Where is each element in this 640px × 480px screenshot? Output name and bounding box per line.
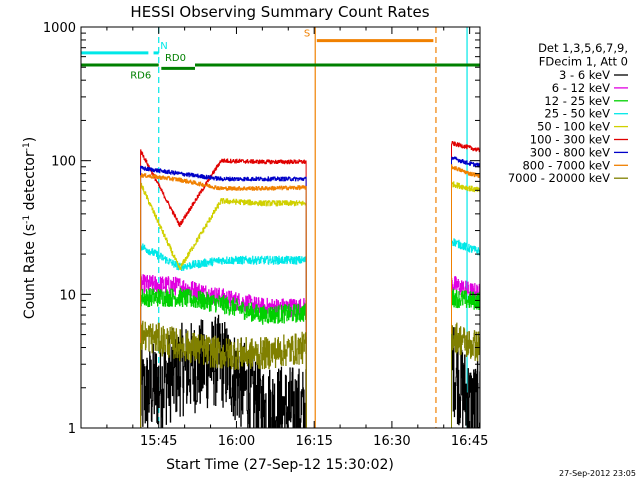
series-line [451,288,480,428]
series-line [140,320,307,428]
series-line [451,327,480,428]
legend-entry-label: 25 - 50 keV [544,107,610,121]
y-tick-label: 10 [59,288,76,303]
series-line [140,173,307,428]
series-line [451,181,480,428]
plot-frame [80,26,481,429]
legend-entry-label: 300 - 800 keV [530,145,610,159]
y-tick-label: 1000 [43,21,76,36]
legend: Det 1,3,5,6,7,9,FDecim 1, Att 03 - 6 keV… [508,41,628,185]
legend-header-line: Det 1,3,5,6,7,9, [538,41,628,55]
y-tick-label: 1 [68,422,76,437]
flag-label-n: N [160,41,167,52]
x-tick-label: 16:15 [295,434,332,449]
series-line [140,243,307,428]
legend-entry-label: 6 - 12 keV [552,81,610,95]
y-axis-label: Count Rate (s-1 detector-1) [22,137,38,319]
flag-label-s: S [304,29,310,40]
series-line [451,276,480,428]
series-line [451,156,480,428]
legend-entry-label: 100 - 300 keV [530,133,610,147]
series-line [140,182,307,428]
x-tick-label: 15:45 [140,434,177,449]
series-line [451,238,480,428]
series-line [451,322,480,428]
legend-entry-label: 800 - 7000 keV [522,158,610,172]
flag-label-rd6: RD6 [130,70,151,81]
timestamp: 27-Sep-2012 23:05 [559,469,636,478]
legend-entry-label: 3 - 6 keV [559,68,610,82]
series-line [140,149,307,428]
x-tick-label: 16:00 [218,434,255,449]
chart-title: HESSI Observing Summary Count Rates [130,3,429,21]
series-line [140,165,307,428]
y-tick-label: 100 [51,155,76,170]
series-line [140,287,307,428]
legend-entry-label: 50 - 100 keV [537,120,610,134]
legend-entry-label: 7000 - 20000 keV [508,171,610,185]
series-line [451,164,480,428]
legend-entry-label: 12 - 25 keV [544,94,610,108]
x-tick-label: 16:30 [373,434,410,449]
flag-label-rd0: RD0 [165,53,186,64]
legend-header-line: FDecim 1, Att 0 [539,55,628,69]
series-line [451,141,480,428]
series-line [140,314,307,428]
x-axis-label: Start Time (27-Sep-12 15:30:02) [166,457,394,473]
x-tick-label: 16:45 [451,434,488,449]
